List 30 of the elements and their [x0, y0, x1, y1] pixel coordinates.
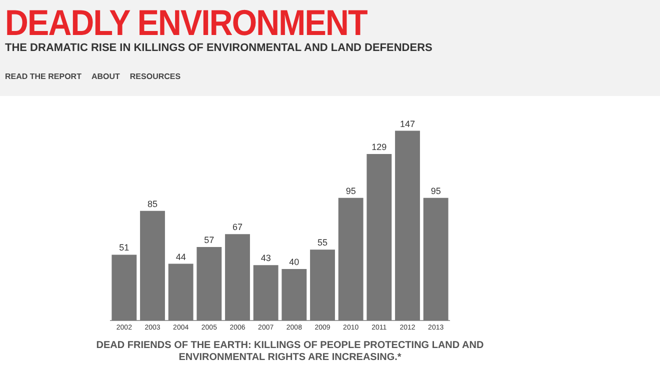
bar [168, 264, 194, 321]
text: READ THE REPORT [5, 72, 82, 81]
bar [112, 254, 137, 321]
data-label: 95 [346, 186, 356, 196]
data-label: 147 [400, 118, 416, 129]
text: ABOUT [91, 72, 120, 81]
bar [423, 198, 448, 321]
chart-subtitle: THE DRAMATIC RISE IN KILLINGS OF ENVIRONMENTAL AND LAND DEFENDERS [5, 42, 432, 54]
bar [225, 234, 250, 321]
bar [140, 210, 165, 321]
bar [310, 250, 335, 321]
bar [395, 130, 420, 321]
data-label: 44 [176, 252, 186, 262]
data-label: 51 [119, 242, 130, 253]
data-label: 43 [260, 253, 271, 264]
chart-title: DEADLY ENVIRONMENT [5, 2, 367, 43]
data-label: 95 [430, 186, 441, 196]
bar [338, 198, 364, 321]
bar [282, 268, 307, 321]
data-label: 57 [204, 234, 214, 245]
text: DEAD FRIENDS OF THE EARTH: KILLINGS OF PEOPLE PROTECTING LAND AND ENVIRONMENTAL RIGHTS ARE INCREASING.* [95, 340, 485, 364]
bar [366, 154, 392, 321]
text: RESOURCES [130, 72, 181, 81]
data-label: 85 [147, 198, 158, 209]
data-label: 55 [317, 238, 328, 248]
bar [196, 247, 222, 321]
data-label: 129 [372, 142, 387, 152]
bar [253, 265, 278, 321]
data-label: 67 [232, 222, 243, 232]
data-label: 40 [289, 256, 300, 267]
